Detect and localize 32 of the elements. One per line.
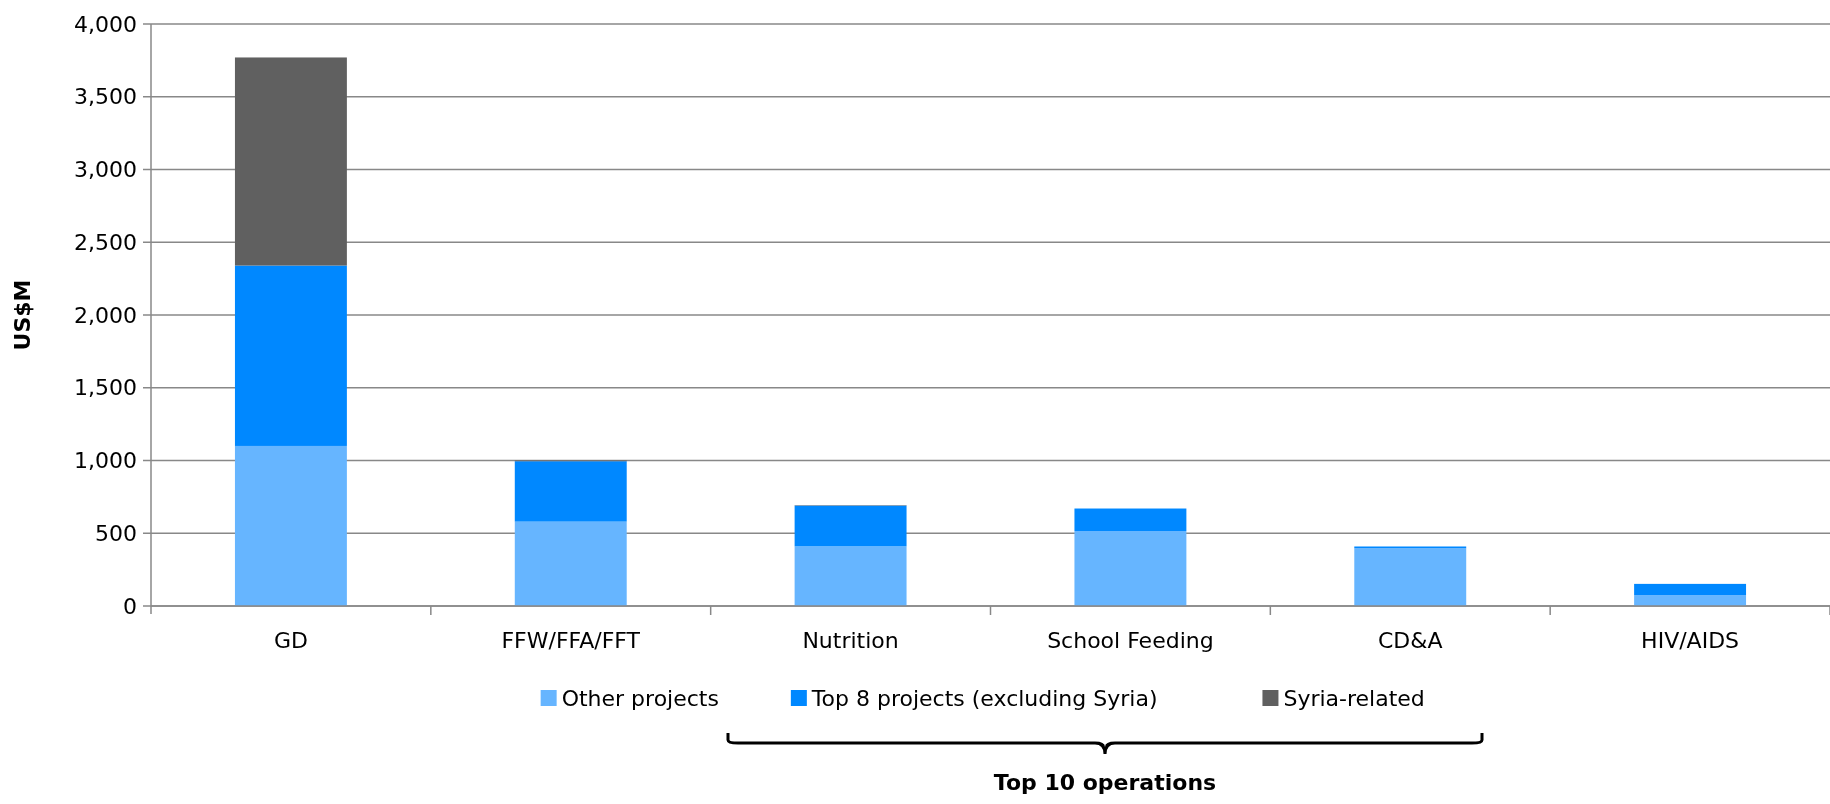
y-tick-label: 500 (95, 520, 137, 546)
y-tick-label: 4,000 (74, 11, 137, 37)
y-axis-title: US$M (10, 279, 35, 351)
x-tick-label: CD&A (1377, 628, 1443, 653)
legend-label: Other projects (561, 685, 719, 711)
y-tick-label: 3,000 (74, 157, 137, 183)
legend-label: Syria-related (1283, 685, 1425, 711)
legend-label: Top 8 projects (excluding Syria) (810, 685, 1158, 711)
x-tick-label: GD (273, 628, 308, 653)
bar (1634, 583, 1747, 596)
x-tick-label: HIV/AIDS (1641, 628, 1740, 653)
bar (514, 521, 627, 606)
y-tick-label: 3,500 (74, 84, 137, 110)
y-tick-label: 2,500 (74, 229, 137, 255)
bar (514, 461, 627, 522)
bar (234, 265, 347, 446)
y-tick-label: 2,000 (74, 302, 137, 328)
bar (794, 505, 907, 547)
bar (234, 57, 347, 266)
x-tick-label: Nutrition (802, 628, 899, 653)
x-tick-label: School Feeding (1047, 628, 1214, 653)
text: Top 10 operations (993, 770, 1217, 795)
y-tick-label: 1,000 (74, 448, 137, 474)
bar (234, 445, 347, 606)
bar (794, 546, 907, 606)
y-tick-label: 1,500 (74, 375, 137, 401)
bar (1634, 595, 1747, 606)
bar (1074, 531, 1187, 606)
x-tick-label: FFW/FFA/FFT (501, 628, 641, 653)
bar (1354, 548, 1467, 606)
bar (1074, 508, 1187, 532)
y-tick-label: 0 (123, 593, 137, 619)
